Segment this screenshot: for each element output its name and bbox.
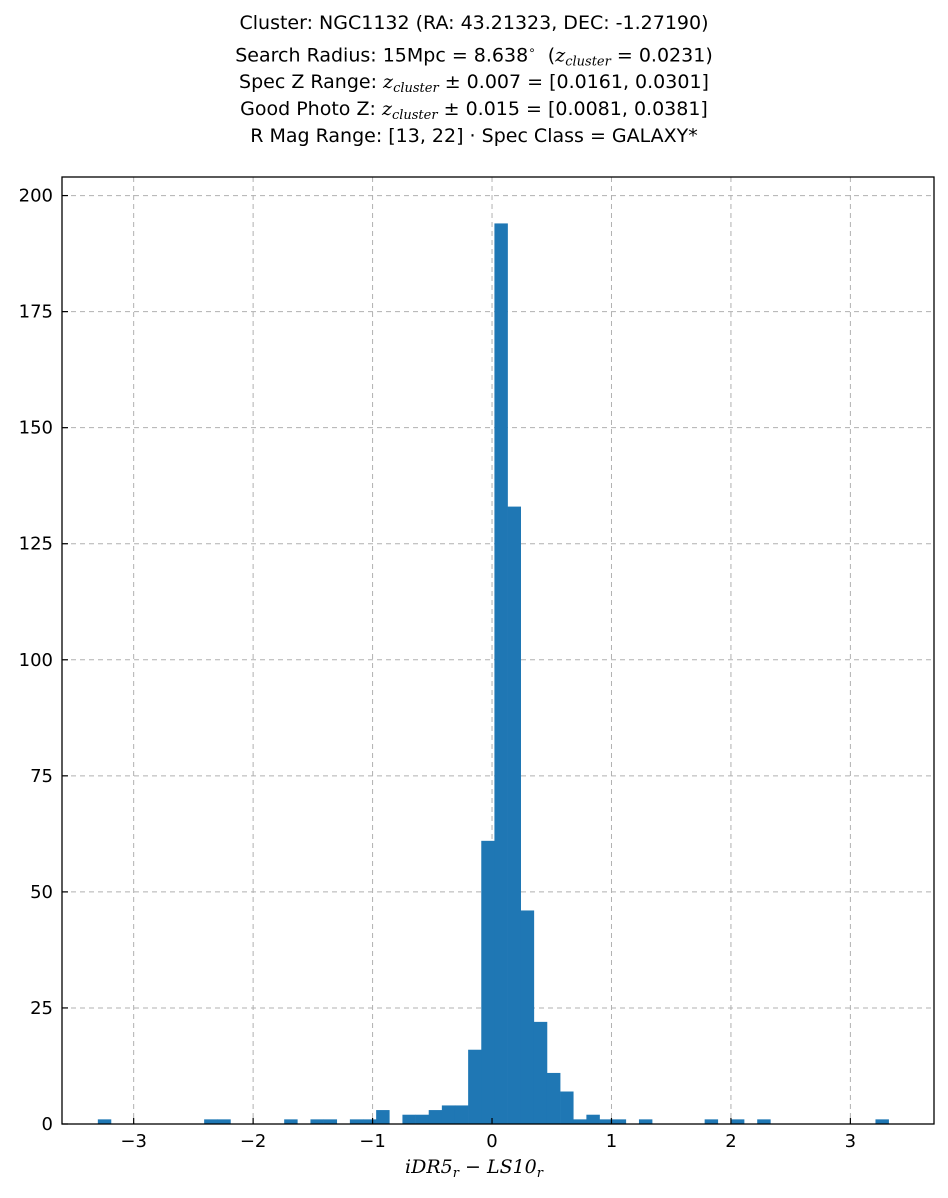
histogram-bar [573, 1119, 587, 1124]
histogram-bar [612, 1119, 627, 1124]
title-line-2: Search Radius: 15Mpc = 8.638∘ (zcluster … [235, 43, 713, 70]
histogram-bar [730, 1119, 745, 1124]
y-tick-label: 0 [42, 1114, 53, 1135]
histogram-bar [284, 1119, 298, 1124]
histogram-bar [323, 1119, 338, 1124]
y-tick-label: 175 [19, 302, 53, 323]
histogram-bar [481, 840, 495, 1124]
histogram-bar [454, 1105, 469, 1124]
plot-frame [61, 176, 935, 1125]
x-tick-label: 2 [725, 1131, 736, 1152]
x-tick-label: −1 [359, 1131, 386, 1152]
histogram-bar [217, 1119, 231, 1124]
histogram-bar [704, 1119, 719, 1124]
histogram-bar [310, 1119, 324, 1124]
x-tick-label: −3 [120, 1131, 147, 1152]
histogram-bar [349, 1119, 364, 1124]
histogram-bar [520, 910, 535, 1124]
histogram-bar [376, 1110, 390, 1124]
histogram-bar [415, 1114, 430, 1124]
histogram-bar [599, 1119, 613, 1124]
histogram-bars [97, 223, 889, 1124]
x-tick-label: −2 [240, 1131, 267, 1152]
axis-ticks: −3 −2 −1 0 1 2 3 0 25 50 75 100 125 150 175 200 [19, 186, 856, 1152]
histogram-bar [875, 1119, 889, 1124]
y-tick-label: 75 [30, 766, 53, 787]
title-line-5: R Mag Range: [13, 22] · Spec Class = GAL… [250, 125, 698, 148]
title-line-4: Good Photo Z: zcluster ± 0.015 = [0.0081… [240, 98, 708, 124]
histogram-bar [638, 1119, 653, 1124]
histogram-bar [428, 1110, 443, 1124]
histogram-bar [586, 1114, 600, 1124]
x-tick-label: 0 [486, 1131, 497, 1152]
y-tick-label: 50 [30, 882, 53, 903]
x-tick-label: 1 [606, 1131, 617, 1152]
x-axis-label: iDR5r − LS10r [405, 1156, 543, 1181]
histogram-bar [468, 1049, 482, 1124]
histogram-bar [97, 1119, 112, 1124]
histogram-bar [402, 1114, 416, 1124]
histogram-bar [546, 1072, 561, 1124]
histogram-bar [363, 1119, 377, 1124]
y-tick-label: 100 [19, 650, 53, 671]
histogram-bar [757, 1119, 771, 1124]
y-tick-label: 125 [19, 534, 53, 555]
histogram-bar [533, 1021, 548, 1124]
x-tick-label: 3 [845, 1131, 856, 1152]
histogram-bar [441, 1105, 456, 1124]
histogram-bar [560, 1091, 574, 1124]
y-tick-label: 200 [19, 186, 53, 207]
y-tick-label: 25 [30, 998, 53, 1019]
title-line-3: Spec Z Range: zcluster ± 0.007 = [0.0161… [239, 71, 709, 97]
histogram-bar [204, 1119, 218, 1124]
chart-title: Cluster: NGC1132 (RA: 43.21323, DEC: -1.… [0, 10, 948, 150]
histogram-bar [507, 506, 521, 1124]
y-tick-label: 150 [19, 418, 53, 439]
title-line-1: Cluster: NGC1132 (RA: 43.21323, DEC: -1.… [239, 12, 709, 34]
histogram-bar [494, 223, 508, 1124]
